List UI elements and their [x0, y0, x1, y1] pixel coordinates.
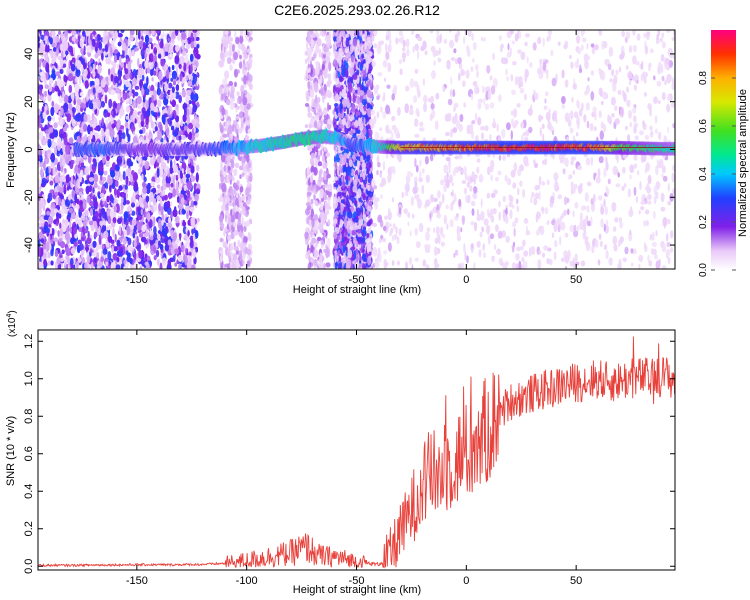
heatmap-cell — [44, 156, 50, 165]
heatmap-cell — [151, 70, 154, 76]
heatmap-cell — [74, 77, 78, 83]
heatmap-cell — [135, 34, 138, 42]
heatmap-cell — [133, 47, 139, 52]
heatmap-cell — [119, 174, 123, 182]
heatmap-cell — [71, 159, 75, 165]
heatmap-cell — [140, 48, 145, 57]
heatmap-cell — [153, 226, 157, 235]
heatmap-cell — [53, 237, 59, 242]
heatmap-cell — [76, 260, 79, 269]
heatmap-cell — [161, 213, 165, 221]
heatmap-cell — [55, 71, 60, 77]
heatmap-cell — [137, 57, 140, 68]
heatmap-cell — [77, 239, 83, 245]
heatmap-cell — [108, 98, 113, 109]
heatmap-cell — [169, 69, 173, 76]
heatmap-cell — [87, 135, 91, 142]
heatmap-cell — [94, 46, 98, 52]
heatmap-cell — [173, 159, 176, 165]
heatmap-cell — [53, 122, 58, 129]
heatmap-cell — [58, 238, 63, 243]
heatmap-cell — [197, 116, 200, 124]
heatmap-cell — [182, 226, 187, 235]
heatmap-cell — [40, 34, 45, 41]
heatmap-cell — [87, 230, 90, 239]
heatmap-cell — [98, 58, 101, 63]
heatmap-cell — [104, 76, 109, 83]
heatmap-cell — [66, 240, 70, 245]
heatmap-cell — [97, 185, 101, 191]
heatmap-cell — [92, 129, 95, 136]
heatmap-cell — [176, 222, 179, 228]
heatmap-cell — [122, 170, 126, 181]
heatmap-cell — [141, 74, 145, 82]
heatmap-cell — [93, 257, 97, 263]
heatmap-cell — [51, 115, 56, 121]
heatmap-cell — [132, 92, 135, 99]
heatmap-cell — [121, 132, 126, 140]
heatmap-cell — [98, 41, 103, 51]
heatmap-cell — [76, 103, 79, 112]
heatmap-cell — [51, 100, 55, 107]
heatmap-cell — [120, 30, 125, 34]
heatmap-cell — [175, 174, 179, 181]
heatmap-cell — [125, 100, 129, 105]
heatmap-cell — [144, 88, 150, 96]
heatmap-cell — [125, 80, 131, 88]
heatmap-cell — [38, 208, 43, 215]
heatmap-cell — [153, 255, 157, 261]
heatmap-cell — [174, 215, 180, 224]
heatmap-cell — [49, 50, 53, 55]
heatmap-cell — [170, 77, 174, 82]
heatmap-cell — [59, 222, 62, 230]
heatmap-cell — [179, 30, 183, 33]
heatmap-cell — [71, 106, 76, 114]
heatmap-cell — [132, 100, 137, 109]
heatmap-cell — [168, 192, 172, 200]
heatmap-cell — [41, 149, 45, 154]
heatmap-cell — [117, 63, 120, 71]
heatmap-cell — [83, 45, 86, 53]
heatmap-cell — [125, 168, 131, 177]
heatmap-cell — [134, 85, 140, 90]
heatmap-cell — [72, 70, 76, 77]
heatmap-cell — [178, 95, 182, 104]
heatmap-cell — [62, 63, 67, 68]
heatmap-cell — [174, 91, 180, 100]
heatmap-cell — [125, 54, 130, 61]
heatmap-cell — [103, 109, 107, 114]
heatmap-cell — [183, 170, 186, 175]
heatmap-cell — [60, 208, 64, 218]
heatmap-cell — [168, 82, 173, 89]
heatmap-cell — [156, 35, 160, 41]
heatmap-cell — [104, 182, 109, 190]
heatmap-cell — [73, 98, 77, 106]
heatmap-cell — [65, 255, 70, 260]
heatmap-cell — [94, 68, 98, 79]
heatmap-cell — [78, 226, 83, 232]
heatmap-cell — [155, 249, 160, 258]
heatmap-cells — [38, 30, 675, 269]
heatmap-cell — [122, 48, 125, 57]
heatmap-cell — [107, 251, 112, 261]
heatmap-cell — [167, 37, 172, 42]
figure-title: C2E6.2025.293.02.26.R12 — [274, 2, 440, 18]
heatmap-cell — [134, 91, 139, 97]
heatmap-cell — [114, 233, 117, 243]
heatmap-cell — [105, 119, 109, 128]
